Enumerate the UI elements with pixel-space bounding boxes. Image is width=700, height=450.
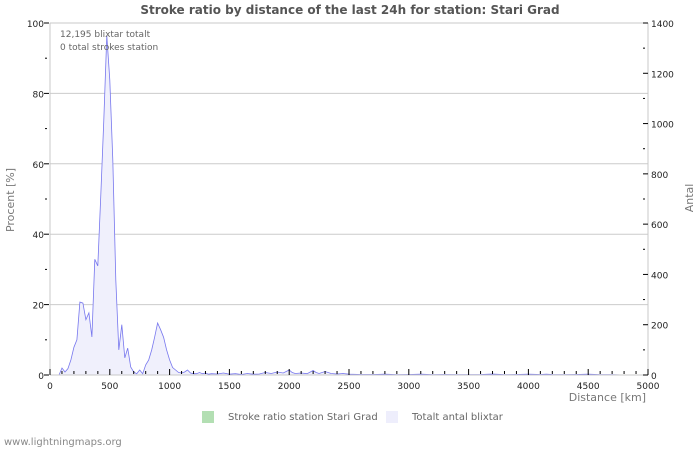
y-left-tick-label: 60	[33, 161, 45, 171]
legend-item-stroke-ratio: Stroke ratio station Stari Grad	[202, 411, 378, 423]
legend-item-total-strikes: Totalt antal blixtar	[386, 411, 503, 423]
y-right-tick-label: 400	[651, 271, 668, 281]
gridlines	[50, 92, 648, 306]
y-left-tick-label: 80	[33, 90, 45, 100]
x-tick-label: 5000	[637, 382, 660, 392]
x-tick-label: 1000	[158, 382, 181, 392]
y-right-tick-label: 1400	[651, 20, 674, 30]
y-right-tick-label: 1200	[651, 70, 674, 80]
x-tick-label: 0	[47, 382, 53, 392]
x-tick-label: 2500	[338, 382, 361, 392]
y-axis-right-label: Antal	[683, 184, 696, 213]
x-tick-label: 4500	[577, 382, 600, 392]
y-right-tick-label: 200	[651, 322, 668, 332]
area-line	[50, 35, 648, 376]
footer-source-link[interactable]: www.lightningmaps.org	[4, 437, 122, 448]
y-right-tick-label: 600	[651, 221, 668, 231]
x-tick-label: 500	[101, 382, 118, 392]
total-strikes-area	[50, 35, 648, 376]
x-tick-label: 1500	[218, 382, 241, 392]
y-axis-left-label: Procent [%]	[4, 168, 17, 232]
area-fill	[50, 35, 648, 375]
x-tick-label: 3500	[457, 382, 480, 392]
y-left-tick-label: 0	[38, 372, 44, 382]
x-axis-label: Distance [km]	[569, 391, 646, 404]
legend-swatch-lavender	[386, 411, 398, 423]
y-right-tick-label: 1000	[651, 121, 674, 131]
x-tick-label: 3000	[397, 382, 420, 392]
annotation-total-strikes: 12,195 blixtar totalt	[60, 30, 151, 40]
chart-title: Stroke ratio by distance of the last 24h…	[140, 3, 560, 17]
annotation-station-strokes: 0 total strokes station	[60, 43, 158, 53]
y-right-tick-label: 800	[651, 171, 668, 181]
y-left-tick-label: 100	[27, 20, 44, 30]
x-tick-label: 2000	[278, 382, 301, 392]
legend-label: Stroke ratio station Stari Grad	[228, 411, 378, 423]
y-left-tick-label: 20	[33, 302, 45, 312]
x-tick-label: 4000	[517, 382, 540, 392]
y-left-tick-label: 40	[33, 231, 45, 241]
legend-swatch-green	[202, 411, 214, 423]
y-right-tick-label: 0	[651, 372, 657, 382]
legend-label: Totalt antal blixtar	[412, 411, 503, 423]
